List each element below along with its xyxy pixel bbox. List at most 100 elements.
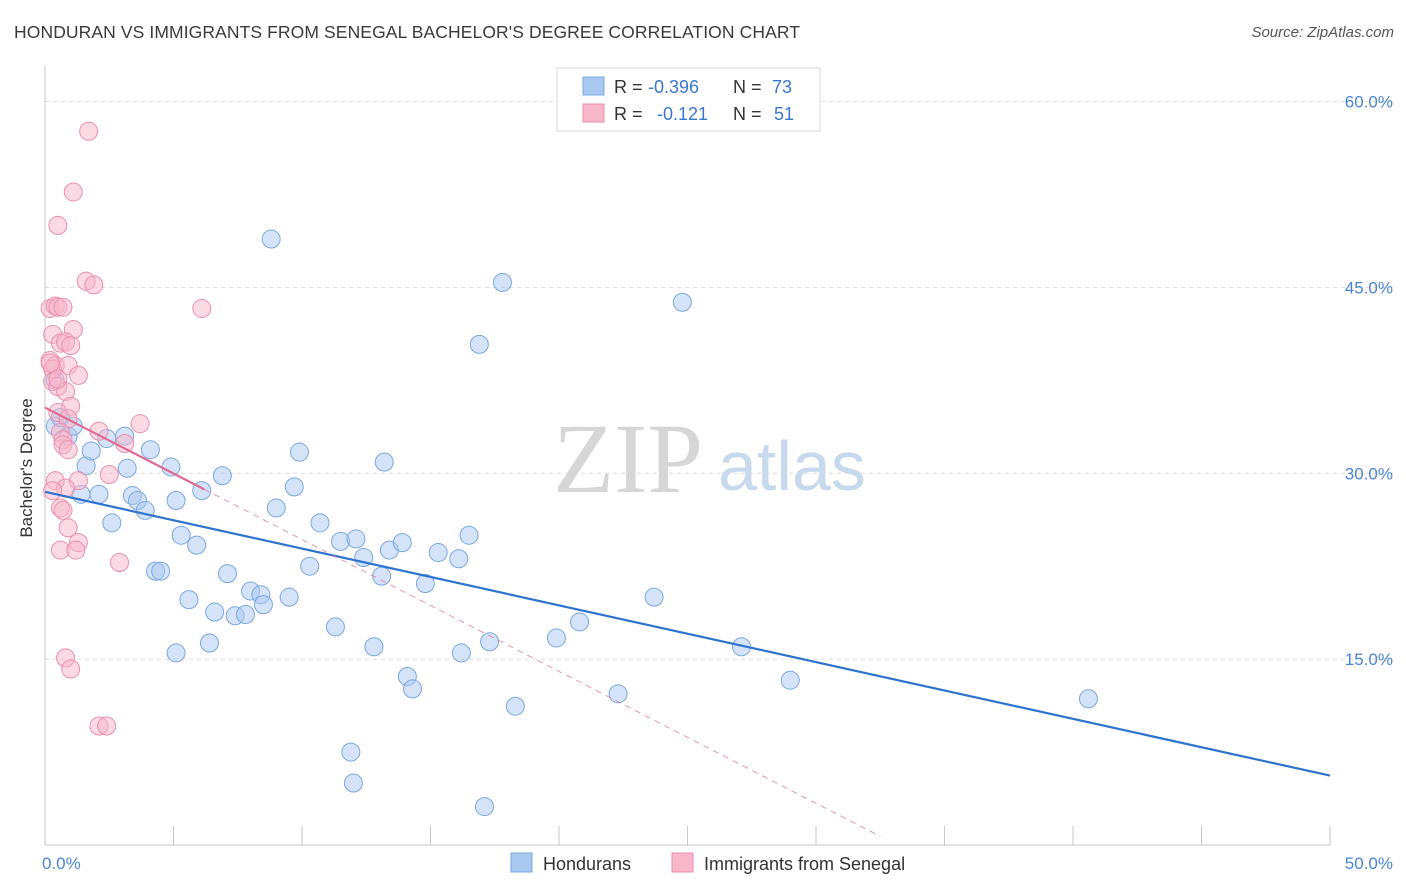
legend-n-label: N = <box>733 104 762 124</box>
honduran-point <box>644 587 664 607</box>
honduran-trend-line <box>44 490 1331 777</box>
honduran-point <box>341 742 361 762</box>
honduran-point <box>346 529 366 549</box>
senegal-point <box>61 336 81 356</box>
legend-r-label: R = <box>614 104 643 124</box>
chart-title: HONDURAN VS IMMIGRANTS FROM SENEGAL BACH… <box>14 22 801 42</box>
senegal-point <box>53 500 73 520</box>
honduran-point <box>780 670 800 690</box>
honduran-point <box>217 564 237 584</box>
honduran-point <box>505 696 525 716</box>
trend-lines <box>44 406 1331 837</box>
honduran-point <box>117 458 137 478</box>
honduran-point <box>469 334 489 354</box>
honduran-point <box>187 535 207 555</box>
axes <box>44 66 1331 846</box>
senegal-point <box>48 369 68 389</box>
honduran-point <box>343 773 363 793</box>
legend-r-value: -0.396 <box>648 77 699 97</box>
honduran-point <box>449 549 469 569</box>
senegal-point <box>115 434 135 454</box>
honduran-point <box>140 440 160 460</box>
honduran-point <box>480 632 500 652</box>
legend-swatch-senegal <box>582 103 605 123</box>
senegal-point <box>53 297 73 317</box>
honduran-point <box>459 525 479 545</box>
source-label: Source: ZipAtlas.com <box>1251 24 1394 41</box>
legend-n-label: N = <box>733 77 762 97</box>
senegal-point <box>63 182 83 202</box>
honduran-point <box>199 633 219 653</box>
honduran-point <box>1078 689 1098 709</box>
senegal-point <box>130 414 150 434</box>
honduran-point <box>212 466 232 486</box>
honduran-point <box>253 595 273 615</box>
watermark-atlas: atlas <box>718 427 866 505</box>
senegal-point <box>58 440 78 460</box>
senegal-point <box>68 365 88 385</box>
senegal-point <box>84 275 104 295</box>
legend-n-value: 73 <box>772 77 792 97</box>
honduran-point <box>672 292 692 312</box>
senegal-point <box>79 121 99 141</box>
legend-n-value: 51 <box>774 104 794 124</box>
honduran-point <box>102 513 122 533</box>
senegal-point <box>66 540 86 560</box>
honduran-point <box>261 229 281 249</box>
honduran-point <box>284 477 304 497</box>
series-legend-swatch-hondurans <box>510 852 533 873</box>
honduran-point <box>546 628 566 648</box>
legend-swatch-hondurans <box>582 76 605 96</box>
honduran-point <box>403 679 423 699</box>
honduran-point <box>364 637 384 657</box>
honduran-point <box>451 643 471 663</box>
senegal-point <box>58 518 78 538</box>
honduran-point <box>392 533 412 553</box>
watermark: ZIP atlas <box>553 403 866 514</box>
data-points <box>40 121 1098 817</box>
honduran-point <box>266 498 286 518</box>
y-tick-label: 45.0% <box>1345 278 1393 297</box>
honduran-point <box>279 587 299 607</box>
honduran-point <box>171 525 191 545</box>
senegal-point <box>97 716 117 736</box>
series-legend-label-hondurans: Hondurans <box>543 854 631 874</box>
honduran-point <box>89 484 109 504</box>
y-tick-label: 60.0% <box>1345 93 1393 112</box>
honduran-point <box>492 272 512 292</box>
legend-r-label: R = <box>614 77 643 97</box>
honduran-point <box>428 543 448 563</box>
honduran-point <box>135 500 155 520</box>
senegal-point <box>40 353 60 373</box>
senegal-point <box>110 552 130 572</box>
y-tick-label: 30.0% <box>1345 464 1393 483</box>
series-legend-swatch-senegal <box>671 852 694 873</box>
honduran-point <box>570 612 590 632</box>
series-legend: Hondurans Immigrants from Senegal <box>510 852 905 874</box>
honduran-point <box>166 643 186 663</box>
senegal-trend-extension <box>204 488 881 837</box>
senegal-point <box>99 464 119 484</box>
senegal-trend-line <box>44 406 205 491</box>
senegal-point <box>43 481 63 501</box>
x-tick-label: 0.0% <box>42 854 81 873</box>
honduran-point <box>205 602 225 622</box>
stats-legend: R = -0.396 N = 73 R = -0.121 N = 51 <box>556 67 821 132</box>
y-tick-label: 15.0% <box>1345 650 1393 669</box>
honduran-point <box>81 441 101 461</box>
honduran-point <box>474 797 494 817</box>
honduran-point <box>179 590 199 610</box>
grid-lines <box>45 101 1393 660</box>
honduran-point <box>151 561 171 581</box>
series-legend-label-senegal: Immigrants from Senegal <box>704 854 905 874</box>
honduran-point <box>289 442 309 462</box>
senegal-point <box>61 659 81 679</box>
honduran-point <box>325 617 345 637</box>
x-tick-label: 50.0% <box>1345 854 1393 873</box>
watermark-zip: ZIP <box>553 403 703 514</box>
senegal-point <box>48 215 68 235</box>
senegal-point <box>192 298 212 318</box>
x-tick-labels: 0.0% 50.0% <box>42 854 1393 873</box>
honduran-point <box>372 566 392 586</box>
